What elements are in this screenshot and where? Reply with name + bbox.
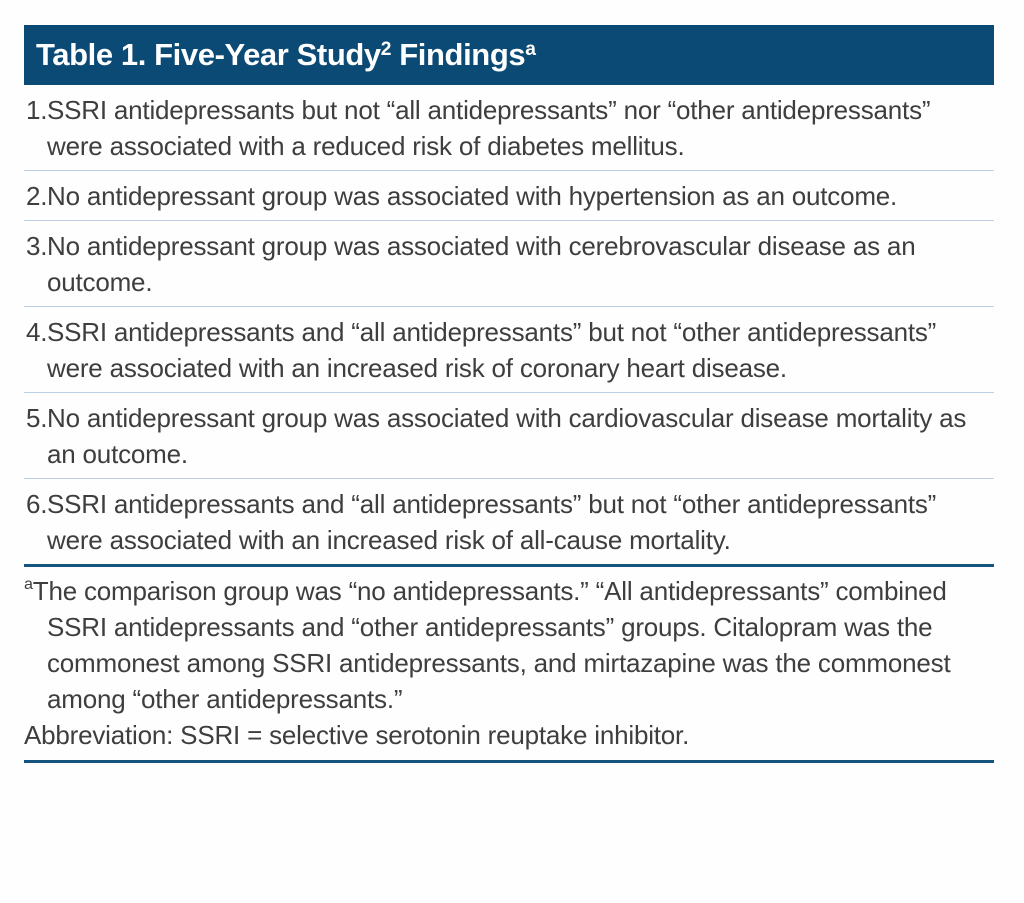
item-number: 1. [26,95,48,125]
table-bottom-rule [24,760,994,763]
footnote-superscript: a [525,39,536,60]
item-text: SSRI antidepressants but not “all antide… [47,95,931,161]
finding-item-6: 6. SSRI antidepressants and “all antidep… [24,478,994,564]
footnote-marker: a [24,575,33,593]
item-number: 3. [26,231,48,261]
findings-list: 1. SSRI antidepressants but not “all ant… [24,85,994,564]
footnote-text: The comparison group was “no antidepress… [32,576,951,714]
abbreviation-line: Abbreviation: SSRI = selective serotonin… [24,720,690,750]
table-title-suffix: Findings [391,37,526,72]
item-text: No antidepressant group was associated w… [47,181,898,211]
table-title-bar: Table 1. Five-Year Study2 Findingsa [24,25,994,85]
item-number: 4. [26,317,48,347]
item-number: 5. [26,403,48,433]
finding-item-4: 4. SSRI antidepressants and “all antidep… [24,306,994,392]
finding-item-1: 1. SSRI antidepressants but not “all ant… [24,85,994,170]
citation-superscript: 2 [380,39,392,60]
finding-item-5: 5. No antidepressant group was associate… [24,392,994,478]
findings-table: Table 1. Five-Year Study2 Findingsa 1. S… [24,25,994,763]
finding-item-2: 2. No antidepressant group was associate… [24,170,994,220]
table-footnote: aThe comparison group was “no antidepres… [24,567,959,753]
footnote-text-block: aThe comparison group was “no antidepres… [24,573,959,717]
table-title-prefix: Table 1. Five-Year Study [36,37,381,72]
footnote-divider-rule [24,564,994,567]
item-text: SSRI antidepressants and “all antidepres… [47,489,937,555]
item-number: 6. [26,489,48,519]
item-number: 2. [26,181,48,211]
finding-item-3: 3. No antidepressant group was associate… [24,220,994,306]
item-text: No antidepressant group was associated w… [47,403,967,469]
item-text: No antidepressant group was associated w… [47,231,916,297]
table-title: Table 1. Five-Year Study2 Findingsa [36,37,536,73]
item-text: SSRI antidepressants and “all antidepres… [47,317,937,383]
